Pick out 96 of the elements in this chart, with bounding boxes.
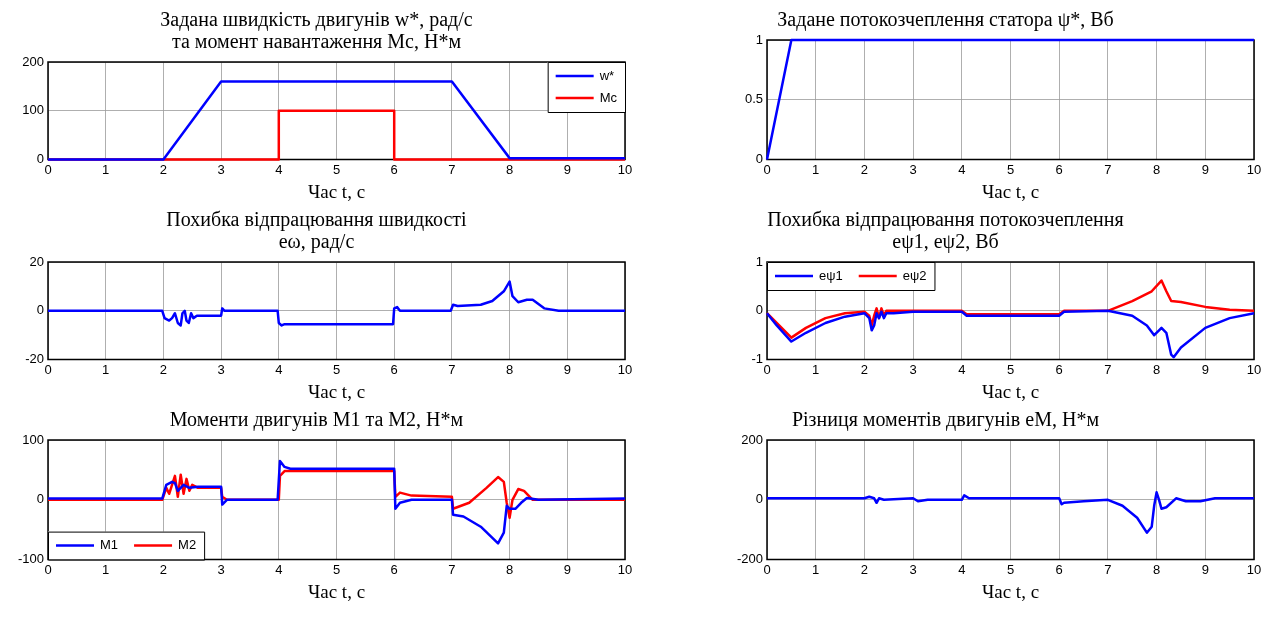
x-tick-label: 8 <box>505 561 514 577</box>
y-tick-label: 0.5 <box>744 91 763 107</box>
x-tick-label: 5 <box>332 561 341 577</box>
x-axis-title: Час t, с <box>307 180 366 202</box>
x-tick-label: 4 <box>275 361 283 377</box>
y-tick-label: -1 <box>751 351 763 367</box>
x-tick-label: 4 <box>958 561 966 577</box>
y-tick-label: 100 <box>22 102 44 118</box>
x-tick-label: 5 <box>1006 561 1015 577</box>
x-tick-label: 10 <box>617 361 633 377</box>
x-tick-label: 6 <box>1055 161 1063 177</box>
y-tick-label: 0 <box>36 491 44 507</box>
y-tick-label: 0 <box>755 491 763 507</box>
x-tick-label: 8 <box>505 361 514 377</box>
x-tick-label: 1 <box>102 161 110 177</box>
x-tick-label: 4 <box>275 161 283 177</box>
y-tick-label: 200 <box>741 431 763 447</box>
legend-label: eψ1 <box>819 267 843 283</box>
x-tick-label: 8 <box>1152 161 1161 177</box>
x-tick-label: 3 <box>217 561 225 577</box>
x-axis-title: Час t, с <box>307 380 366 402</box>
y-tick-label: -200 <box>736 551 763 567</box>
x-tick-label: 7 <box>448 161 456 177</box>
x-tick-label: 4 <box>958 161 966 177</box>
legend-label: M2 <box>178 537 197 553</box>
x-tick-label: 2 <box>159 161 168 177</box>
x-tick-label: 3 <box>217 361 225 377</box>
x-tick-label: 6 <box>390 361 398 377</box>
x-axis-title: Час t, с <box>981 180 1040 202</box>
x-tick-label: 5 <box>332 361 341 377</box>
x-tick-label: 2 <box>860 361 869 377</box>
x-tick-label: 6 <box>1055 561 1063 577</box>
x-tick-label: 5 <box>332 161 341 177</box>
y-tick-label: 200 <box>22 53 44 69</box>
legend-label: w* <box>598 67 615 83</box>
y-tick-label: 0 <box>36 302 44 318</box>
y-tick-label: 0 <box>36 151 44 167</box>
x-tick-label: 4 <box>275 561 283 577</box>
x-tick-label: 7 <box>1104 361 1112 377</box>
x-tick-label: 6 <box>1055 361 1063 377</box>
x-tick-label: 9 <box>563 361 571 377</box>
x-tick-label: 5 <box>1006 161 1015 177</box>
x-axis-title: Час t, с <box>981 380 1040 402</box>
x-axis-title: Час t, с <box>981 580 1040 602</box>
x-tick-label: 10 <box>1246 561 1262 577</box>
y-tick-label: 20 <box>29 253 44 269</box>
x-tick-label: 10 <box>1246 161 1262 177</box>
chart-title: Моменти двигунів М1 та М2, Н*м <box>169 408 464 432</box>
x-tick-label: 1 <box>812 361 820 377</box>
y-tick-label: 0 <box>755 302 763 318</box>
x-tick-label: 6 <box>390 561 398 577</box>
x-tick-label: 3 <box>909 161 917 177</box>
y-tick-label: 1 <box>755 253 763 269</box>
y-tick-label: 1 <box>755 31 763 47</box>
chart-title: Задане потокозчеплення статора ψ*, Вб <box>777 8 1114 32</box>
x-tick-label: 8 <box>505 161 514 177</box>
chart-title: Похибка відпрацювання швидкості eω, рад/с <box>166 208 468 254</box>
x-tick-label: 7 <box>1104 161 1112 177</box>
x-tick-label: 8 <box>1152 561 1161 577</box>
x-tick-label: 9 <box>563 161 571 177</box>
y-tick-label: -100 <box>17 551 44 567</box>
x-axis-title: Час t, с <box>307 580 366 602</box>
x-tick-label: 1 <box>102 561 110 577</box>
x-tick-label: 10 <box>1246 361 1262 377</box>
x-tick-label: 1 <box>812 161 820 177</box>
x-tick-label: 3 <box>909 561 917 577</box>
x-tick-label: 9 <box>1201 561 1209 577</box>
x-tick-label: 6 <box>390 161 398 177</box>
chart-title: Задана швидкість двигунів w*, рад/с та момент навантаження Мс, Н*м <box>160 8 473 53</box>
y-tick-label: 100 <box>22 431 44 447</box>
x-tick-label: 5 <box>1006 361 1015 377</box>
legend-label: Mc <box>599 89 618 105</box>
x-tick-label: 2 <box>159 361 168 377</box>
chart-title: Різниця моментів двигунів еМ, Н*м <box>791 408 1100 432</box>
x-tick-label: 7 <box>448 361 456 377</box>
x-tick-label: 2 <box>860 161 869 177</box>
chart-title: Похибка відпрацювання потокозчеплення eψ1, eψ2, Вб <box>767 208 1124 254</box>
x-tick-label: 10 <box>617 561 633 577</box>
x-tick-label: 3 <box>217 161 225 177</box>
x-tick-label: 7 <box>448 561 456 577</box>
x-tick-label: 2 <box>159 561 168 577</box>
x-tick-label: 7 <box>1104 561 1112 577</box>
y-tick-label: 0 <box>755 151 763 167</box>
x-tick-label: 1 <box>102 361 110 377</box>
x-tick-label: 9 <box>563 561 571 577</box>
legend-label: M1 <box>100 537 119 553</box>
x-tick-label: 1 <box>812 561 820 577</box>
legend-label: eψ2 <box>902 267 927 283</box>
y-tick-label: -20 <box>25 351 44 367</box>
x-tick-label: 4 <box>958 361 966 377</box>
x-tick-label: 3 <box>909 361 917 377</box>
x-tick-label: 8 <box>1152 361 1161 377</box>
x-tick-label: 2 <box>860 561 869 577</box>
x-tick-label: 10 <box>617 161 633 177</box>
x-tick-label: 9 <box>1201 161 1209 177</box>
x-tick-label: 9 <box>1201 361 1209 377</box>
